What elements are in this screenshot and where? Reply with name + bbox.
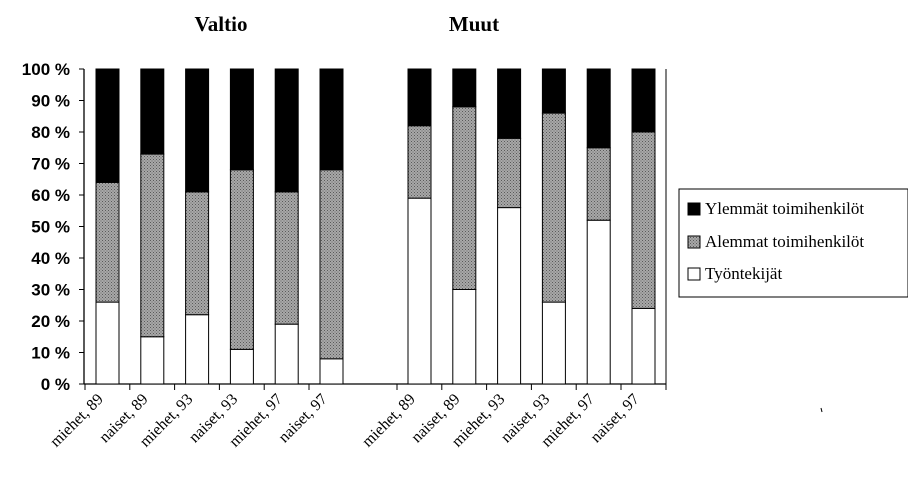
bar-segment-alemmat: [541, 112, 566, 303]
bar-segment-alemmat: [497, 137, 522, 209]
legend-label-ylemmat: Ylemmät toimihenkilöt: [705, 199, 864, 218]
x-tick-label: miehet, 89: [47, 391, 107, 451]
legend-label-tyontekijat: Työntekijät: [705, 264, 782, 283]
bar-segment-ylemmat: [185, 68, 210, 193]
bar-segment-ylemmat: [274, 68, 299, 193]
x-tick-label: naiset, 97: [587, 391, 642, 446]
legend-box: [678, 188, 908, 298]
x-tick-label: miehet, 89: [359, 391, 419, 451]
panel-title-muut: Muut: [449, 12, 499, 36]
bars-group: [95, 68, 656, 385]
bar-segment-ylemmat: [452, 68, 477, 108]
bar-segment-ylemmat: [229, 68, 254, 171]
legend-label-alemmat: Alemmat toimihenkilöt: [705, 232, 864, 251]
bar-segment-alemmat: [95, 181, 120, 303]
bar-segment-alemmat: [229, 169, 254, 350]
bar-segment-tyontekijat: [274, 323, 299, 385]
bar-segment-tyontekijat: [95, 301, 120, 385]
stray-mark: [820, 407, 823, 413]
bar-segment-alemmat: [140, 153, 165, 338]
legend: Ylemmät toimihenkilöt Alemmat toimihenki…: [678, 188, 908, 298]
x-tick-label: naiset, 97: [275, 391, 330, 446]
bar-segment-ylemmat: [586, 68, 611, 149]
bar-segment-alemmat: [185, 191, 210, 316]
bar-segment-alemmat: [407, 125, 432, 199]
legend-swatch-tyontekijat: [687, 267, 701, 281]
bar-segment-alemmat: [631, 131, 656, 309]
bar-segment-alemmat: [319, 169, 344, 360]
y-axis-ticks: 0 % 10 % 20 % 30 % 40 % 50 % 60 % 70 % 80 % 90 % 1…: [22, 60, 84, 394]
bar-segment-ylemmat: [95, 68, 120, 183]
legend-swatch-alemmat: [687, 235, 701, 249]
y-tick-label: 40 %: [31, 249, 70, 268]
y-tick-label: 50 %: [31, 218, 70, 237]
bar-segment-ylemmat: [140, 68, 165, 155]
bar-segment-tyontekijat: [185, 314, 210, 385]
y-tick-label: 0 %: [41, 375, 70, 394]
bar-segment-tyontekijat: [140, 336, 165, 385]
panel-title-valtio: Valtio: [195, 12, 248, 36]
bar-segment-tyontekijat: [541, 301, 566, 385]
bar-segment-ylemmat: [497, 68, 522, 139]
bar-segment-ylemmat: [407, 68, 432, 127]
y-tick-label: 20 %: [31, 312, 70, 331]
bar-segment-ylemmat: [631, 68, 656, 133]
bar-segment-tyontekijat: [497, 207, 522, 385]
bar-segment-tyontekijat: [452, 289, 477, 385]
bar-segment-alemmat: [452, 106, 477, 290]
bar-segment-tyontekijat: [319, 358, 344, 385]
legend-swatch-ylemmat: [687, 202, 701, 216]
bar-segment-alemmat: [274, 191, 299, 325]
bar-segment-tyontekijat: [229, 348, 254, 385]
y-tick-label: 30 %: [31, 281, 70, 300]
y-tick-label: 90 %: [31, 92, 70, 111]
bar-segment-ylemmat: [541, 68, 566, 114]
bar-segment-alemmat: [586, 147, 611, 221]
y-tick-label: 80 %: [31, 123, 70, 142]
bar-segment-tyontekijat: [407, 197, 432, 385]
y-tick-label: 70 %: [31, 155, 70, 174]
bar-segment-tyontekijat: [586, 219, 611, 385]
y-tick-label: 60 %: [31, 186, 70, 205]
bar-segment-ylemmat: [319, 68, 344, 171]
bar-segment-tyontekijat: [631, 307, 656, 385]
y-tick-label: 100 %: [22, 60, 70, 79]
y-tick-label: 10 %: [31, 344, 70, 363]
